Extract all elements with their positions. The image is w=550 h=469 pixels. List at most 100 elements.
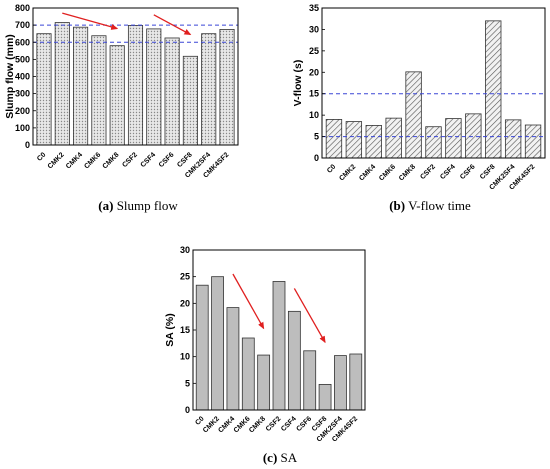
x-tick-label: CSF4 <box>439 163 457 181</box>
trend-arrow <box>232 273 265 330</box>
bar-c0 <box>195 284 209 411</box>
y-tick-label: 10 <box>309 110 319 120</box>
bar-cmk4 <box>365 125 382 159</box>
x-tick-label: CSF4 <box>280 415 298 433</box>
bar-cmk2 <box>345 121 363 159</box>
y-tick-label: 800 <box>15 3 30 13</box>
bar-csf4 <box>146 28 162 146</box>
plot-frame <box>321 7 546 159</box>
bar-csf2 <box>127 25 144 146</box>
x-tick-label: CSF6 <box>459 163 477 181</box>
panel-caption: (c) SA <box>263 450 298 465</box>
y-tick-label: 600 <box>15 37 30 47</box>
x-tick-label: CMK2 <box>47 151 66 170</box>
y-tick-label: 0 <box>314 153 319 163</box>
y-tick-label: 0 <box>25 140 30 150</box>
x-tick-label: C0 <box>194 415 205 426</box>
bar-cmk4sf2 <box>524 124 542 159</box>
y-axis-label: V-flow (s) <box>292 60 304 107</box>
bar-cmk8 <box>109 45 125 146</box>
y-tick-label: 10 <box>180 352 190 362</box>
y-tick-label: 200 <box>15 106 30 116</box>
bar-cmk6 <box>385 117 402 159</box>
bar-cmk2 <box>54 22 70 146</box>
x-tick-label: CMK4 <box>358 163 377 182</box>
x-tick-label: CSF6 <box>296 415 314 433</box>
panel-caption: (a) Slump flow <box>98 198 178 213</box>
x-tick-label: CSF2 <box>419 163 437 181</box>
caption-letter: (a) <box>98 198 113 213</box>
bar-csf8 <box>182 55 198 146</box>
bar-cmk6 <box>241 337 255 411</box>
bar-cmk8 <box>405 71 422 159</box>
y-tick-label: 5 <box>314 132 319 142</box>
x-tick-label: CMK6 <box>378 163 397 182</box>
bar-cmk6 <box>91 35 107 146</box>
y-tick-label: 30 <box>309 24 319 34</box>
x-tick-label: CSF2 <box>121 151 139 169</box>
bar-csf6 <box>465 113 482 159</box>
y-tick-label: 400 <box>15 72 30 82</box>
y-axis-label: Slump flow (mm) <box>4 34 16 119</box>
bar-c0 <box>325 119 343 159</box>
y-tick-label: 20 <box>309 67 319 77</box>
y-axis-label: SA (%) <box>164 313 176 346</box>
y-tick-label: 25 <box>180 272 190 282</box>
caption-text: SA <box>277 450 297 465</box>
y-tick-label: 15 <box>180 325 190 335</box>
bar-cmk2sf4 <box>334 355 347 411</box>
x-tick-label: CMK8 <box>102 151 121 170</box>
bar-csf4 <box>287 310 301 411</box>
caption-text: V-flow time <box>405 198 471 213</box>
bar-cmk2 <box>211 276 224 411</box>
bar-csf2 <box>272 281 286 411</box>
bar-csf8 <box>485 20 502 159</box>
panel-sa: 051015202530C0CMK2CMK4CMK6CMK8CSF2CSF4CS… <box>164 245 366 465</box>
y-tick-label: 500 <box>15 54 30 64</box>
x-tick-label: CMK8 <box>248 415 267 434</box>
bar-cmk2sf4 <box>504 119 522 159</box>
bar-csf6 <box>164 37 180 146</box>
bar-csf8 <box>318 383 332 411</box>
y-tick-label: 30 <box>180 245 190 255</box>
bar-csf2 <box>425 126 442 159</box>
x-tick-label: CSF4 <box>140 151 158 169</box>
caption-letter: (c) <box>263 450 277 465</box>
bar-cmk4sf2 <box>219 29 235 146</box>
y-tick-label: 20 <box>180 298 190 308</box>
x-tick-label: CSF8 <box>479 163 497 181</box>
caption-text: Slump flow <box>113 198 178 213</box>
y-tick-label: 700 <box>15 20 30 30</box>
y-tick-label: 300 <box>15 89 30 99</box>
y-tick-label: 0 <box>185 405 190 415</box>
trend-arrow <box>62 12 119 30</box>
x-tick-label: CSF2 <box>265 415 283 433</box>
x-tick-label: CMK4 <box>65 151 84 170</box>
x-tick-label: C0 <box>36 151 47 162</box>
y-tick-label: 15 <box>309 89 319 99</box>
bar-cmk4 <box>226 307 240 411</box>
bar-cmk4sf2 <box>349 353 363 411</box>
y-tick-label: 100 <box>15 123 30 133</box>
bar-cmk2sf4 <box>201 33 217 146</box>
bar-cmk4 <box>73 26 89 146</box>
x-tick-label: C0 <box>326 163 337 174</box>
trend-arrow <box>293 288 326 344</box>
x-tick-label: CMK6 <box>83 151 102 170</box>
bar-cmk8 <box>257 354 271 411</box>
bar-c0 <box>36 33 52 146</box>
y-tick-label: 35 <box>309 3 319 13</box>
x-tick-label: CMK2 <box>338 163 357 182</box>
panel-caption: (b) V-flow time <box>389 198 471 213</box>
x-tick-label: CSF6 <box>158 151 176 169</box>
trend-arrow <box>153 14 192 36</box>
y-tick-label: 25 <box>309 46 319 56</box>
bar-csf4 <box>445 118 462 159</box>
bar-csf6 <box>303 350 317 411</box>
x-tick-label: CMK8 <box>398 163 417 182</box>
panel-v-flow-time: 0 5 10 15 20 25 30 35 C0 CMK2 CMK4 CMK6 CMK8 CSF2 CSF4… <box>292 3 546 213</box>
y-tick-label: 5 <box>185 378 190 388</box>
caption-letter: (b) <box>389 198 405 213</box>
